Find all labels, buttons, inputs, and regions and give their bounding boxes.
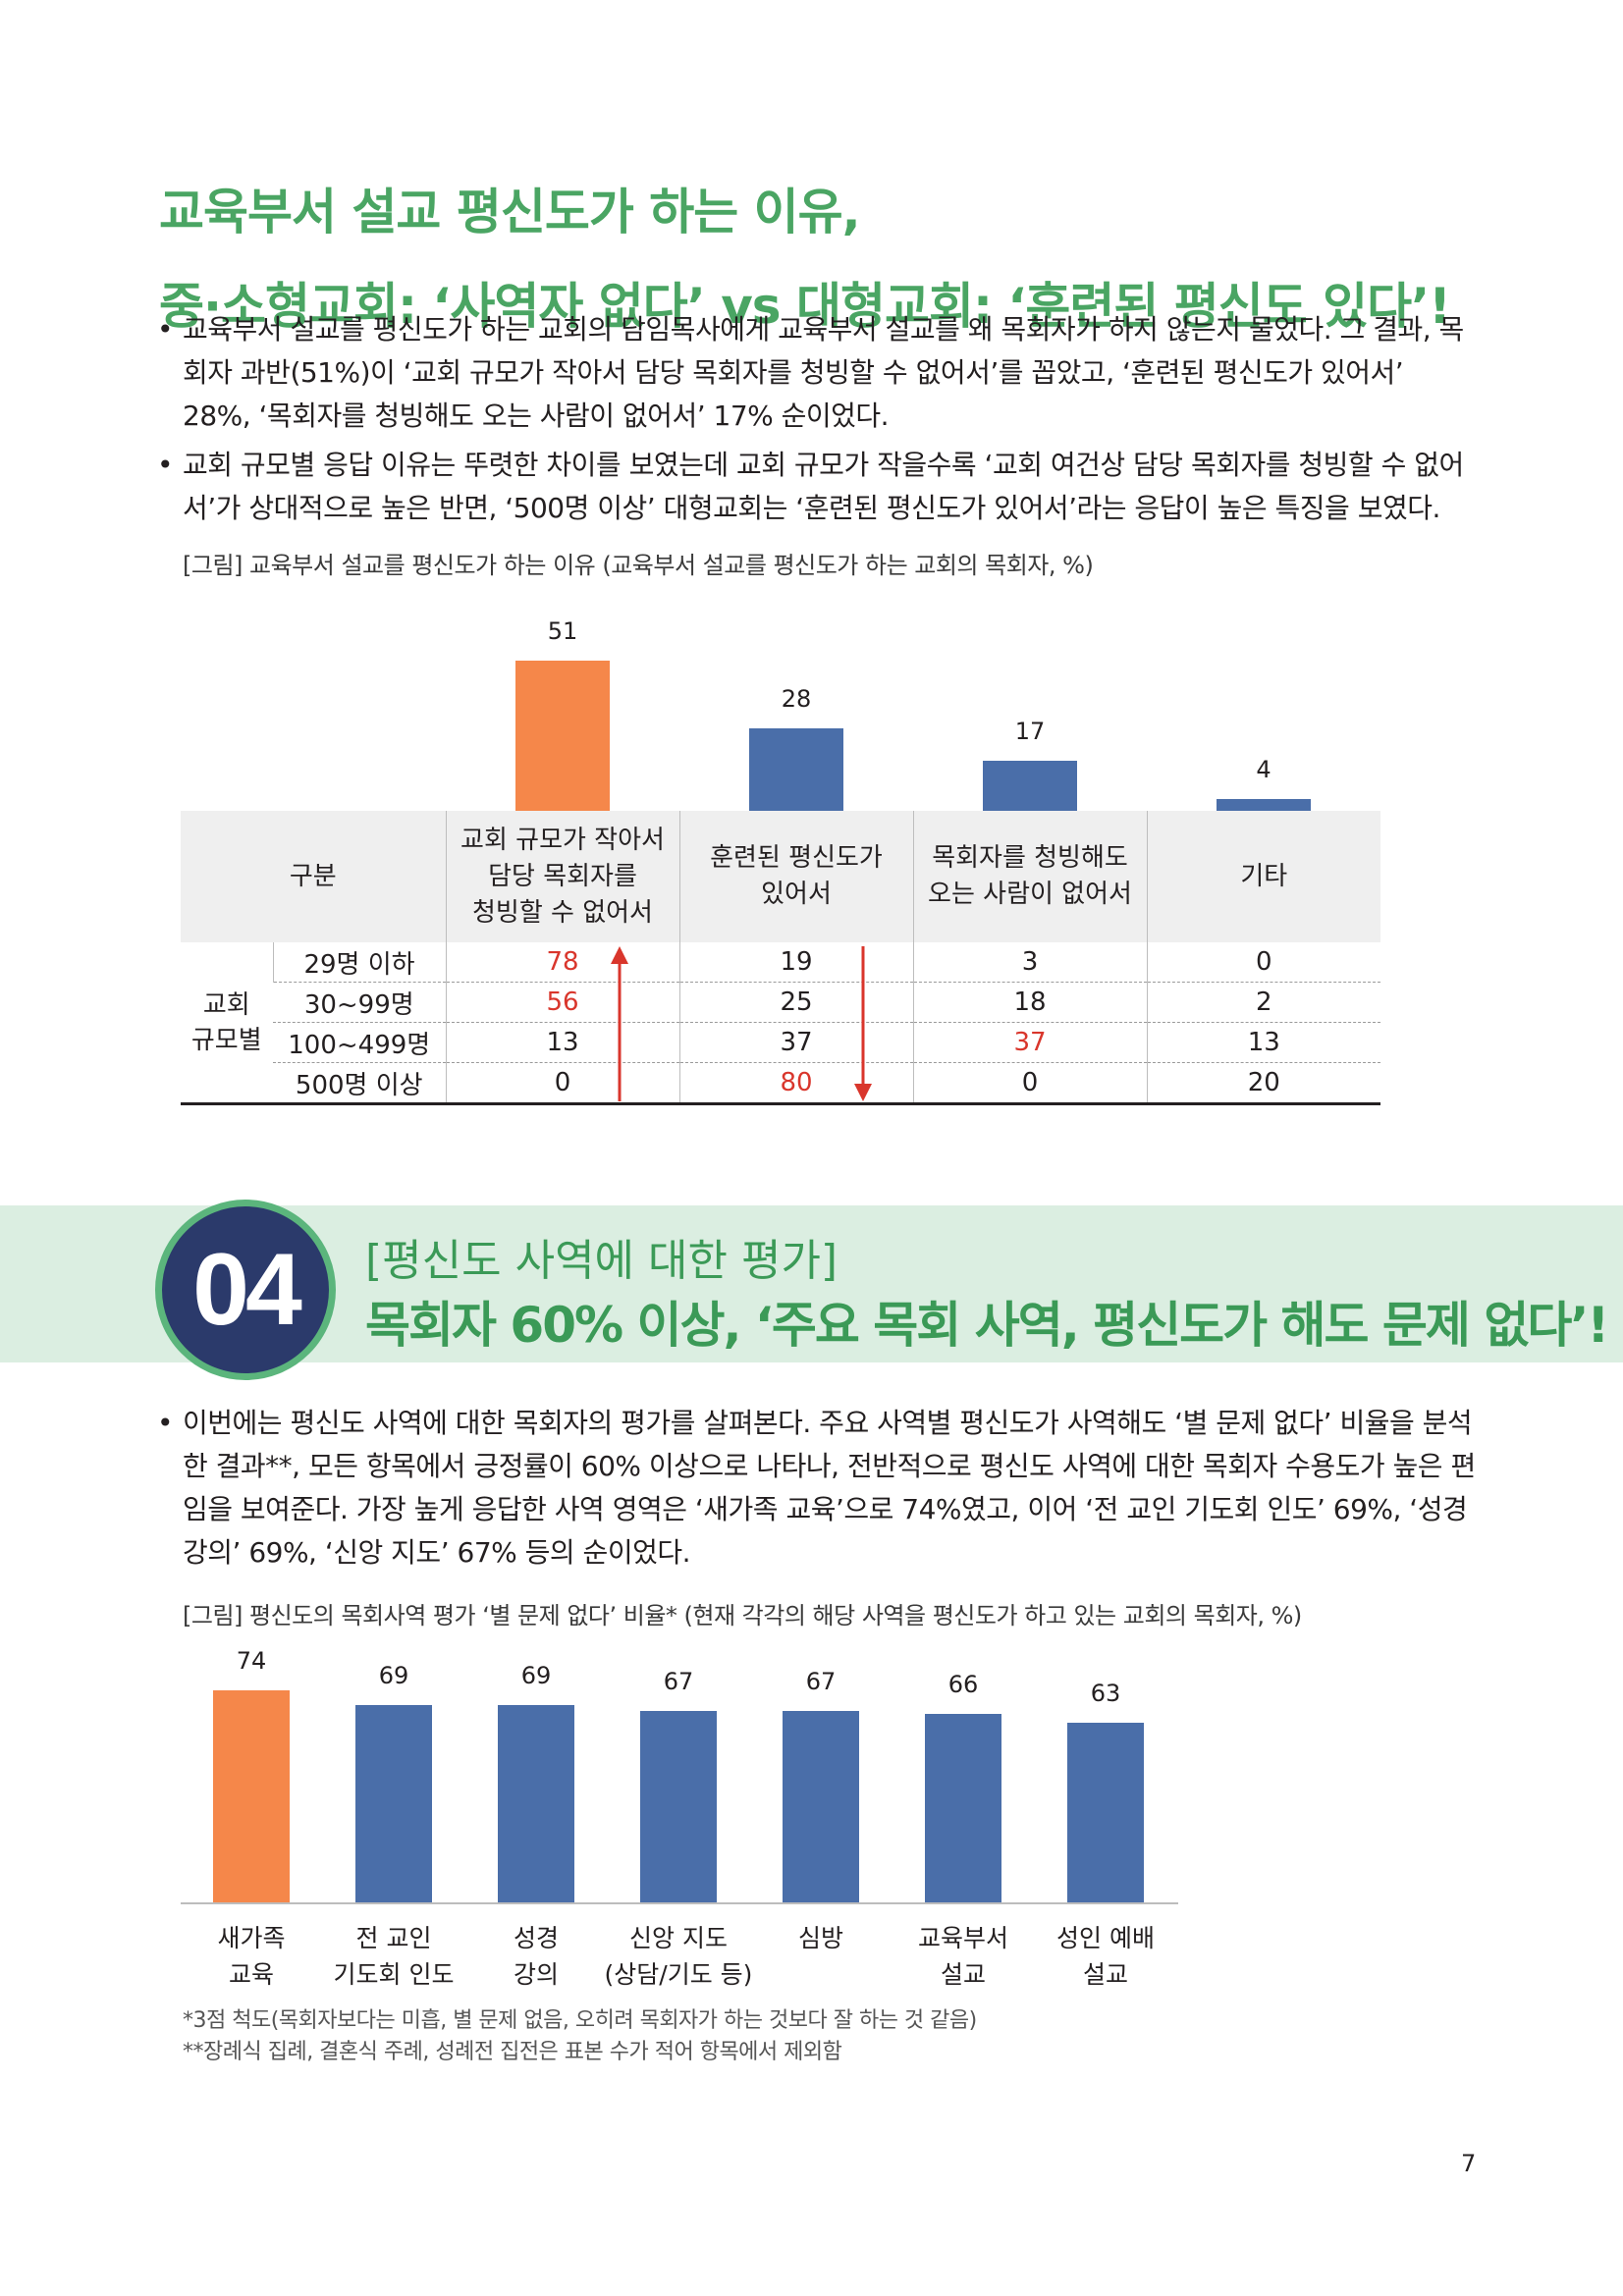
section1-bullet-2-text: 교회 규모별 응답 이유는 뚜렷한 차이를 보였는데 교회 규모가 작을수록 ‘… — [183, 449, 1464, 524]
trend-down-arrow-icon — [854, 946, 872, 1101]
table-cell: 3 — [912, 942, 1147, 983]
section2-bullet-text: 이번에는 평신도 사역에 대한 목회자의 평가를 살펴본다. 주요 사역별 평신… — [183, 1407, 1476, 1569]
chart-bar — [749, 728, 843, 811]
chart-data-label: 4 — [1256, 756, 1271, 783]
table-cell: 19 — [678, 942, 913, 983]
table-group-label: 교회 규모별 — [181, 942, 273, 1105]
chart-category-label: 심방 — [797, 1924, 843, 1952]
section1-title: 교육부서 설교 평신도가 하는 이유, 중·소형교회: ‘사역자 없다’ vs … — [159, 165, 1534, 353]
table-col-header: 목회자를 청빙해도 오는 사람이 없어서 — [912, 811, 1147, 942]
chart-bar — [983, 761, 1077, 811]
section2-title: 목회자 60% 이상, ‘주요 목회 사역, 평신도가 해도 문제 없다’! — [365, 1297, 1609, 1354]
footnote-1: *3점 척도(목회자보다는 미흡, 별 문제 없음, 오히려 목회자가 하는 것… — [183, 2008, 977, 2033]
section1-bullet-1-text: 교육부서 설교를 평신도가 하는 교회의 담임목사에게 교육부서 설교를 왜 목… — [183, 313, 1464, 432]
table-cell: 13 — [1146, 1022, 1380, 1063]
section1-title-line1: 교육부서 설교 평신도가 하는 이유, — [159, 184, 861, 240]
page-number: 7 — [1461, 2150, 1477, 2177]
table-cell: 0 — [912, 1062, 1147, 1105]
chart1-caption: [그림] 교육부서 설교를 평신도가 하는 이유 (교육부서 설교를 평신도가 … — [183, 552, 1094, 579]
table-cell: 25 — [678, 982, 913, 1023]
chart-data-label: 17 — [1014, 718, 1046, 745]
table-row-label: 100~499명 — [273, 1022, 446, 1063]
chart-bar — [640, 1710, 717, 1902]
table-cell: 20 — [1146, 1062, 1380, 1105]
chart-bar — [355, 1705, 432, 1902]
chart-data-label: 28 — [781, 685, 812, 713]
table-col-header: 훈련된 평신도가 있어서 — [678, 811, 913, 942]
table-cell: 13 — [445, 1022, 679, 1063]
section-number-badge: 04 — [155, 1200, 336, 1380]
chart2-caption: [그림] 평신도의 목회사역 평가 ‘별 문제 없다’ 비율* (현재 각각의 … — [183, 1602, 1302, 1629]
table-row: 30~99명 56 25 18 2 — [181, 982, 1380, 1023]
chart-bar — [925, 1713, 1001, 1902]
table-row-label: 30~99명 — [273, 982, 446, 1023]
section2-subtitle: [평신도 사역에 대한 평가] — [365, 1236, 839, 1286]
chart-data-label: 69 — [520, 1662, 552, 1690]
table-cell: 0 — [445, 1062, 679, 1105]
table-cell: 56 — [445, 982, 679, 1023]
chart-bar — [1067, 1722, 1144, 1902]
chart-bar — [515, 661, 610, 811]
table-row: 교회 규모별 29명 이하 78 19 3 0 — [181, 942, 1380, 1105]
chart-data-label: 51 — [547, 617, 578, 645]
section1-bullet-2: • 교회 규모별 응답 이유는 뚜렷한 차이를 보였는데 교회 규모가 작을수록 … — [157, 449, 1464, 524]
chart-category-label: 성경 강의 — [513, 1924, 559, 1989]
table-col-header: 교회 규모가 작아서 담당 목회자를 청빙할 수 없어서 — [445, 811, 679, 942]
chart-bar — [498, 1705, 574, 1902]
trend-up-arrow-icon — [611, 946, 628, 1101]
table-row-label: 500명 이상 — [273, 1062, 446, 1105]
table-row-label: 29명 이하 — [272, 942, 446, 983]
table-cell: 80 — [678, 1062, 913, 1105]
chart-bar — [1217, 799, 1311, 811]
section1-bullet-1: • 교육부서 설교를 평신도가 하는 교회의 담임목사에게 교육부서 설교를 왜 … — [157, 313, 1464, 432]
chart-data-label: 66 — [947, 1670, 979, 1698]
section2-bullet: • 이번에는 평신도 사역에 대한 목회자의 평가를 살펴본다. 주요 사역별 평… — [157, 1407, 1476, 1569]
section1-title-line2: 중·소형교회: ‘사역자 없다’ vs 대형교회: ‘훈련된 평신도 있다’! — [159, 278, 1451, 335]
chart-category-label: 성인 예배 설교 — [1056, 1924, 1155, 1989]
reason-by-size-table: 구분 교회 규모가 작아서 담당 목회자를 청빙할 수 없어서 훈련된 평신도가… — [181, 811, 1380, 1105]
chart-bar — [783, 1710, 859, 1902]
table-col-header: 기타 — [1146, 811, 1380, 942]
table-cell: 2 — [1146, 982, 1380, 1023]
chart-axis-line — [181, 1902, 1178, 1904]
chart-bar — [213, 1690, 290, 1902]
chart-data-label: 67 — [805, 1667, 837, 1695]
table-header-label: 구분 — [181, 811, 446, 942]
chart-data-label: 63 — [1090, 1679, 1121, 1707]
table-row: 500명 이상 0 80 0 20 — [181, 1062, 1380, 1105]
chart-category-label: 신앙 지도 (상담/기도 등) — [604, 1924, 753, 1989]
footnote-2: **장례식 집례, 결혼식 주례, 성례전 집전은 표본 수가 적어 항목에서 … — [183, 2040, 842, 2064]
table-cell: 37 — [912, 1022, 1147, 1063]
table-cell: 37 — [678, 1022, 913, 1063]
table-row: 100~499명 13 37 37 13 — [181, 1022, 1380, 1063]
chart-data-label: 69 — [378, 1662, 409, 1690]
chart-category-label: 교육부서 설교 — [917, 1924, 1008, 1989]
chart-category-label: 전 교인 기도회 인도 — [333, 1924, 455, 1989]
chart-category-label: 새가족 교육 — [217, 1924, 286, 1989]
table-cell: 0 — [1146, 942, 1380, 983]
chart-data-label: 67 — [663, 1667, 694, 1695]
chart-data-label: 74 — [236, 1647, 267, 1676]
table-cell: 78 — [445, 942, 679, 983]
table-cell: 18 — [912, 982, 1147, 1023]
table-header-row: 구분 교회 규모가 작아서 담당 목회자를 청빙할 수 없어서 훈련된 평신도가… — [181, 811, 1380, 942]
